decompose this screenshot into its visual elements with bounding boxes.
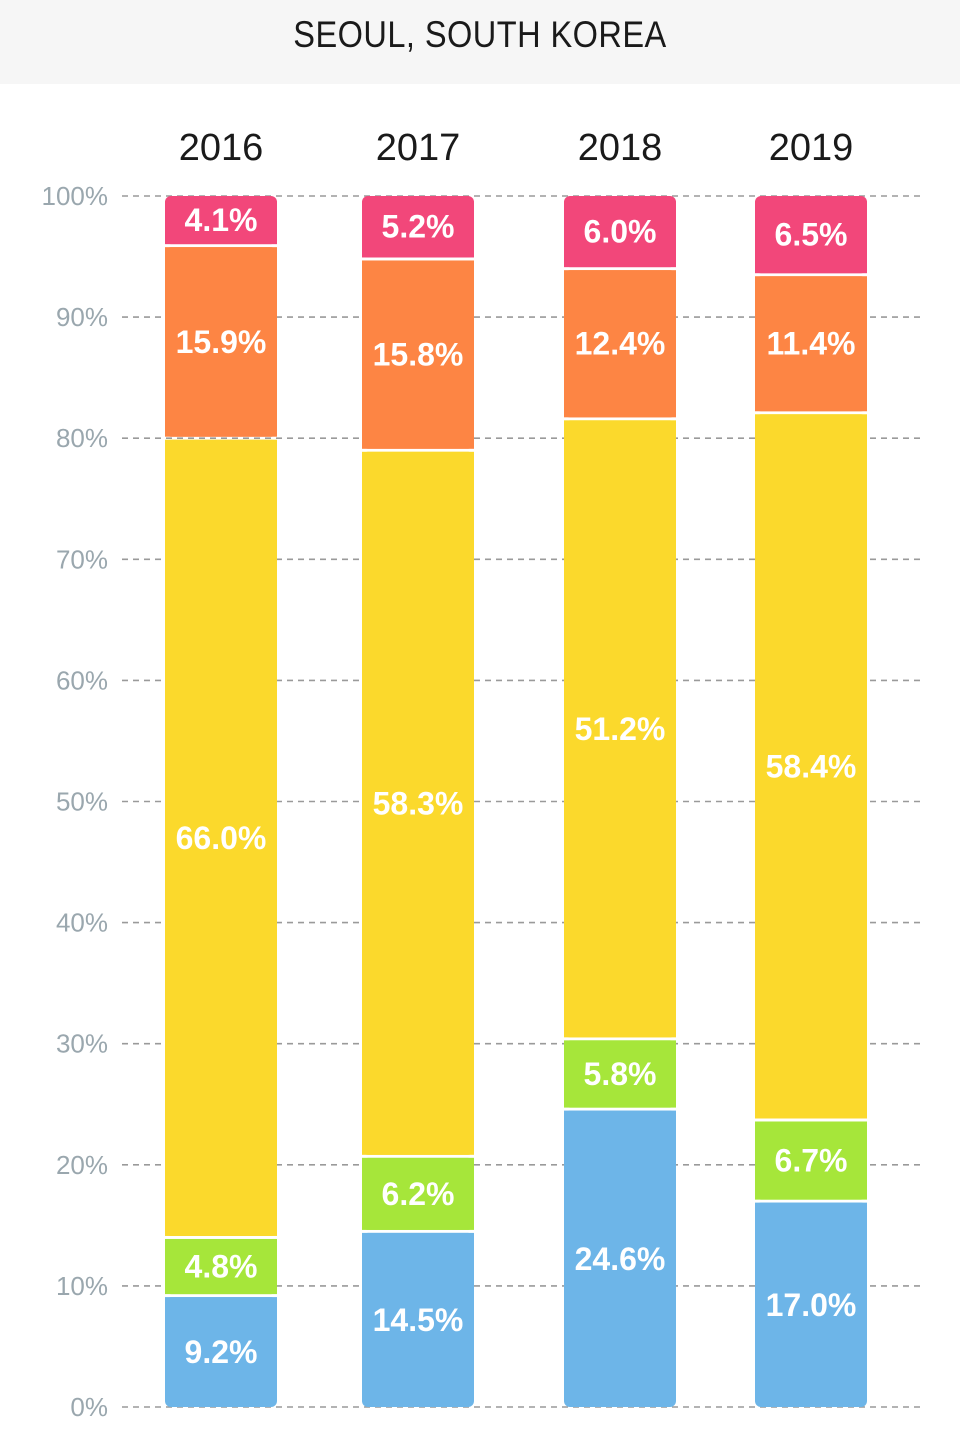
bar-segment-fill — [564, 204, 676, 268]
y-tick-label: 20% — [56, 1150, 108, 1180]
bar-value-label: 58.4% — [766, 748, 857, 784]
bar-value-label: 6.7% — [775, 1143, 848, 1179]
bar-segment-fill — [564, 1040, 676, 1108]
bar-segment-fill — [362, 204, 474, 258]
bar-segment-fill — [362, 260, 474, 449]
bar-segment-fill — [165, 204, 277, 245]
bar-segment-fill — [755, 414, 867, 1119]
bar-value-label: 9.2% — [185, 1334, 258, 1370]
bar-value-label: 24.6% — [575, 1241, 666, 1277]
bar-value-label: 6.0% — [584, 214, 657, 250]
y-tick-label: 90% — [56, 302, 108, 332]
y-tick-label: 10% — [56, 1271, 108, 1301]
bar-segment-fill — [165, 439, 277, 1236]
bar-value-label: 11.4% — [767, 326, 856, 362]
bar-segment-fill — [165, 1297, 277, 1399]
bar-value-label: 58.3% — [373, 785, 464, 821]
bar-value-label: 6.2% — [382, 1176, 455, 1212]
y-tick-label: 0% — [70, 1392, 108, 1422]
bar-segment-fill — [165, 247, 277, 437]
bar-segment-fill — [755, 1121, 867, 1200]
bar-value-label: 15.8% — [373, 337, 464, 373]
bar-segment-fill — [755, 276, 867, 412]
bar-value-label: 14.5% — [373, 1302, 464, 1338]
bar-segment-fill — [362, 451, 474, 1155]
bar-segment-fill — [362, 1232, 474, 1399]
y-tick-label: 70% — [56, 544, 108, 574]
bar-value-label: 5.2% — [382, 209, 455, 245]
chart-title: SEOUL, SOUTH KOREA — [293, 14, 667, 55]
y-tick-label: 30% — [56, 1029, 108, 1059]
y-tick-label: 50% — [56, 787, 108, 817]
bar-value-label: 12.4% — [575, 326, 666, 362]
bar-segment-fill — [165, 1238, 277, 1295]
x-category-label: 2019 — [769, 127, 854, 169]
bar-value-label: 17.0% — [766, 1287, 857, 1323]
title-band — [0, 0, 960, 84]
bar-value-label: 4.8% — [185, 1249, 258, 1285]
y-tick-label: 60% — [56, 665, 108, 695]
bar-value-label: 66.0% — [176, 820, 267, 856]
bar-value-label: 51.2% — [575, 711, 666, 747]
x-category-label: 2017 — [376, 127, 461, 169]
bar-segment-fill — [564, 1110, 676, 1399]
bar-value-label: 4.1% — [185, 202, 258, 238]
y-tick-label: 40% — [56, 908, 108, 938]
bar-value-label: 6.5% — [775, 217, 848, 253]
x-category-label: 2016 — [179, 127, 264, 169]
y-tick-label: 100% — [42, 181, 109, 211]
x-category-label: 2018 — [578, 127, 663, 169]
bar-value-label: 15.9% — [176, 324, 267, 360]
bar-segment-fill — [362, 1157, 474, 1230]
bar-segment-fill — [564, 420, 676, 1038]
bar-segment-fill — [755, 1202, 867, 1399]
y-tick-label: 80% — [56, 423, 108, 453]
bar-segment-fill — [564, 270, 676, 418]
bar-segment-fill — [755, 204, 867, 274]
bar-value-label: 5.8% — [584, 1056, 657, 1092]
